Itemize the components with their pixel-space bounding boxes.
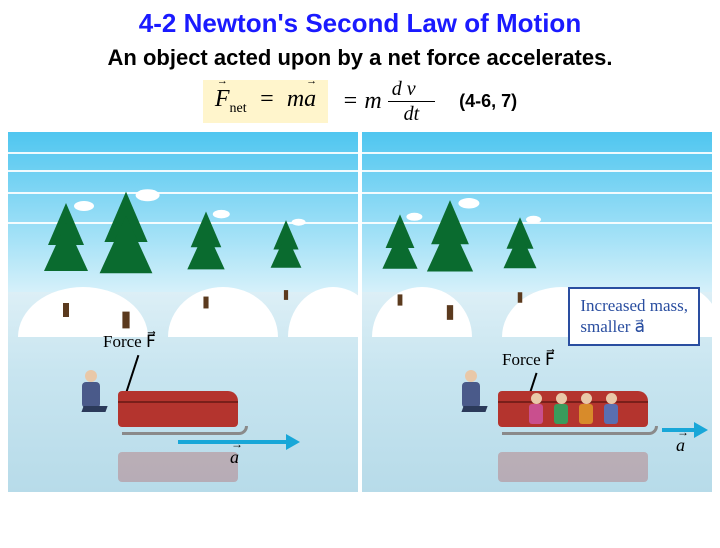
tree	[191, 212, 222, 309]
equation-right: = m d v⃗ dt	[342, 79, 435, 124]
tree	[104, 192, 147, 329]
illustration-panels: Force F⃗ a⃗ Increased mass, smaller a⃗ F…	[0, 132, 720, 492]
sled-reflection	[118, 438, 238, 482]
force-label-right: Force F⃗	[502, 350, 555, 370]
equation-reference: (4-6, 7)	[459, 91, 517, 112]
force-label-left: Force F⃗	[103, 332, 156, 352]
panel-right: Increased mass, smaller a⃗ Force F⃗ a⃗	[362, 132, 712, 492]
eq-denominator: dt	[400, 102, 424, 124]
pusher-figure	[458, 370, 484, 420]
tree	[507, 217, 534, 303]
tree	[386, 214, 415, 305]
sled	[118, 391, 238, 427]
tree	[273, 220, 298, 300]
callout-box: Increased mass, smaller a⃗	[568, 287, 700, 346]
callout-line2: smaller a⃗	[580, 316, 688, 337]
eq-equals: = m	[342, 88, 382, 115]
equation-left: Fnet = ma	[203, 80, 328, 123]
eq-numerator: d v⃗	[388, 79, 435, 102]
acceleration-label-left: a⃗	[230, 447, 253, 468]
pusher-figure	[78, 370, 104, 420]
acceleration-label-right: a⃗	[676, 435, 699, 456]
sled-reflection	[498, 438, 648, 482]
tree	[431, 200, 469, 320]
tree	[48, 203, 84, 317]
section-subtitle: An object acted upon by a net force acce…	[0, 45, 720, 71]
sled	[498, 391, 648, 427]
section-title: 4-2 Newton's Second Law of Motion	[0, 8, 720, 39]
eq-fraction: d v⃗ dt	[388, 79, 435, 124]
panel-left: Force F⃗ a⃗	[8, 132, 358, 492]
callout-line1: Increased mass,	[580, 295, 688, 316]
equation-row: Fnet = ma = m d v⃗ dt (4-6, 7)	[0, 79, 720, 124]
